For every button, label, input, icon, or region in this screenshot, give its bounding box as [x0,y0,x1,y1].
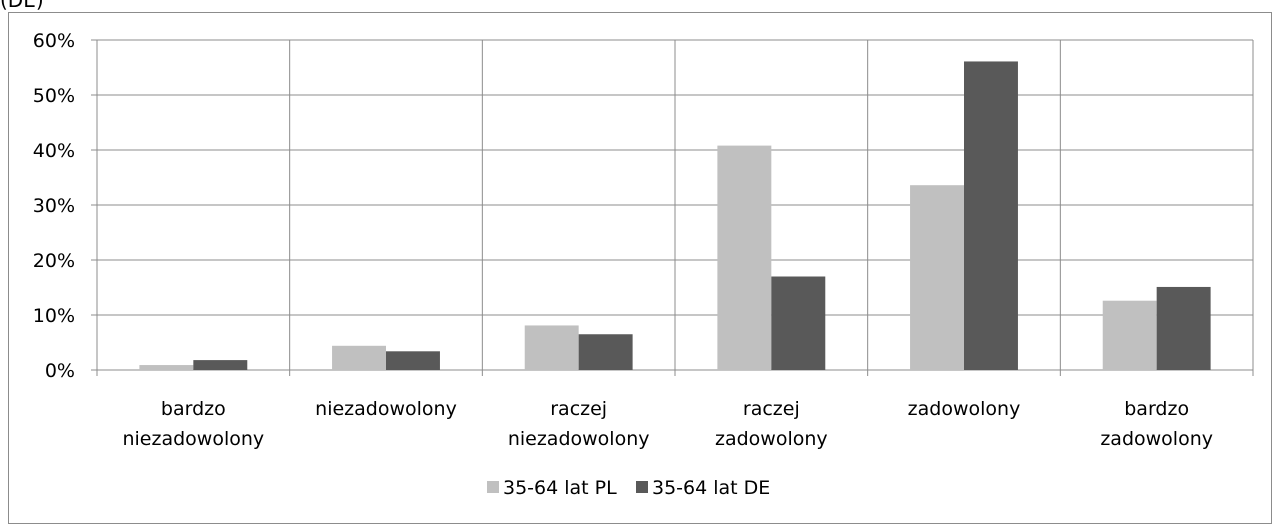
x-tick-label: raczej [550,398,607,420]
legend-label: 35-64 lat DE [652,477,770,499]
x-tick-label: raczej [743,398,800,420]
bar [910,185,964,370]
legend-swatch [636,481,648,493]
x-tick-label: zadowolony [908,398,1021,420]
x-tick-label: niezadowolony [508,428,650,450]
y-tick-label: 50% [33,85,75,107]
bar [1102,300,1157,370]
caption-fragment: (DE) [0,0,44,12]
chart-frame [8,12,1272,524]
legend-swatch [487,481,499,493]
bar [139,365,194,370]
y-tick-label: 40% [33,140,75,162]
x-tick-label: niezadowolony [122,428,264,450]
x-tick-label: bardzo [161,398,226,420]
bar [771,276,826,370]
y-tick-label: 30% [33,195,75,217]
bar [524,325,579,370]
bar [717,145,772,370]
y-tick-label: 10% [33,305,75,327]
legend-label: 35-64 lat PL [503,477,617,499]
x-tick-label: bardzo [1124,398,1189,420]
x-tick-label: niezadowolony [315,398,457,420]
y-tick-label: 0% [45,360,75,382]
bar [193,360,248,370]
bar [1156,286,1211,370]
bar [386,351,440,370]
x-tick-label: zadowolony [1100,428,1213,450]
bar [964,61,1018,370]
y-tick-label: 60% [33,30,75,52]
bar [332,345,386,370]
bar [578,334,633,370]
x-tick-label: zadowolony [715,428,828,450]
y-tick-label: 20% [33,250,75,272]
